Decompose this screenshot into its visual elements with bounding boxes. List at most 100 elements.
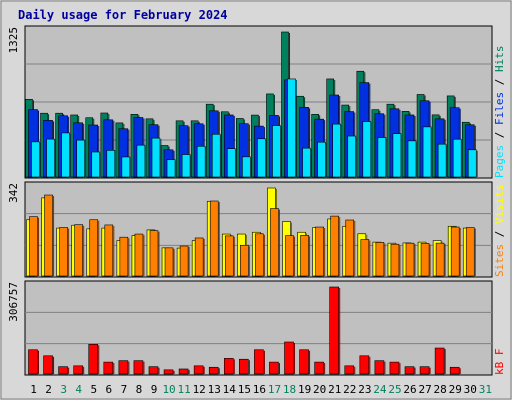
bar-kb-f bbox=[254, 349, 264, 375]
day-label: 22 bbox=[343, 383, 356, 396]
legend: kB F bbox=[493, 349, 506, 376]
day-label: 24 bbox=[373, 383, 387, 396]
day-label: 5 bbox=[90, 383, 97, 396]
bar-sites bbox=[194, 237, 204, 277]
bar-sites bbox=[255, 233, 264, 277]
day-label: 2 bbox=[45, 383, 52, 396]
y-max-label: 1325 bbox=[7, 27, 20, 54]
bar-kb-f bbox=[359, 355, 370, 375]
day-label: 30 bbox=[464, 383, 477, 396]
day-label: 16 bbox=[253, 383, 266, 396]
legend: Sites / Visits bbox=[493, 184, 506, 277]
bar-pages bbox=[46, 138, 55, 178]
bar-pages bbox=[287, 78, 296, 178]
day-label: 31 bbox=[479, 383, 492, 396]
bar-pages bbox=[61, 132, 70, 178]
day-label: 3 bbox=[60, 383, 67, 396]
bar-pages bbox=[362, 121, 372, 178]
bar-sites bbox=[405, 242, 415, 277]
bar-sites bbox=[300, 235, 309, 277]
bar-pages bbox=[31, 141, 40, 178]
day-label: 26 bbox=[403, 383, 416, 396]
bar-sites bbox=[465, 227, 475, 277]
bar-kb-f bbox=[239, 358, 249, 375]
day-label: 15 bbox=[238, 383, 251, 396]
panel-visits-sites: 342 Sites / Visits bbox=[7, 181, 506, 278]
bar-kb-f bbox=[58, 366, 68, 375]
legend: Pages / Files / Hits bbox=[493, 46, 506, 179]
day-label: 11 bbox=[178, 383, 191, 396]
bar-kb-f bbox=[73, 365, 83, 375]
bar-kb-f bbox=[389, 361, 400, 375]
day-label: 25 bbox=[388, 383, 401, 396]
day-label: 4 bbox=[75, 383, 82, 396]
legend-kb-f: kB F bbox=[493, 349, 506, 376]
bar-pages bbox=[181, 154, 191, 178]
legend-files: Files bbox=[493, 92, 506, 125]
day-label: 17 bbox=[268, 383, 281, 396]
bar-sites bbox=[29, 216, 38, 277]
day-label: 20 bbox=[313, 383, 326, 396]
bar-sites bbox=[59, 227, 68, 277]
bar-kb-f bbox=[43, 355, 53, 375]
day-label: 19 bbox=[298, 383, 311, 396]
bar-pages bbox=[151, 137, 161, 178]
bar-sites bbox=[315, 226, 324, 277]
day-label: 7 bbox=[121, 383, 128, 396]
bar-pages bbox=[121, 156, 131, 178]
bar-pages bbox=[242, 156, 251, 178]
y-max-label: 306757 bbox=[7, 282, 20, 322]
bar-pages bbox=[226, 148, 236, 178]
day-label: 8 bbox=[136, 383, 143, 396]
bar-sites bbox=[375, 242, 385, 277]
bar-kb-f bbox=[148, 366, 159, 375]
legend-hits: Hits bbox=[493, 46, 506, 73]
bar-kb-f bbox=[163, 369, 174, 375]
bar-pages bbox=[76, 139, 85, 178]
bar-pages bbox=[392, 133, 402, 178]
bar-sites bbox=[345, 219, 355, 277]
legend-separator: / bbox=[493, 72, 506, 92]
bar-pages bbox=[347, 135, 357, 178]
bar-kb-f bbox=[374, 360, 385, 375]
bar-kb-f bbox=[208, 366, 219, 375]
bar-kb-f bbox=[178, 368, 189, 375]
bar-sites bbox=[285, 235, 294, 277]
bar-sites bbox=[119, 236, 129, 277]
bar-pages bbox=[302, 147, 311, 178]
bar-pages bbox=[257, 138, 266, 178]
bar-pages bbox=[317, 141, 326, 178]
day-label: 12 bbox=[193, 383, 206, 396]
day-label: 29 bbox=[449, 383, 462, 396]
bar-sites bbox=[224, 235, 234, 277]
bar-sites bbox=[44, 194, 53, 277]
bar-pages bbox=[377, 137, 387, 178]
x-axis-labels: 1 2 3 4 5 6 7 8 9 10 11 12 13 14 15 16 17 18 19 20 21 22 23 24 2… bbox=[30, 383, 492, 396]
day-label: 9 bbox=[151, 383, 158, 396]
panel-kbytes: 306757 kB F bbox=[7, 280, 506, 376]
bar-sites bbox=[74, 224, 83, 277]
day-label: 23 bbox=[358, 383, 371, 396]
legend-separator: / bbox=[493, 224, 506, 244]
panel-hits-files-pages: 1325 Pages / Files / Hits bbox=[7, 25, 506, 179]
bar-sites bbox=[240, 244, 249, 277]
legend-separator: / bbox=[493, 125, 506, 145]
bar-kb-f bbox=[329, 286, 340, 375]
bar-sites bbox=[390, 243, 400, 277]
bar-sites bbox=[89, 219, 99, 277]
bar-sites bbox=[164, 247, 174, 277]
chart-title: Daily usage for February 2024 bbox=[18, 8, 228, 22]
day-label: 6 bbox=[106, 383, 113, 396]
bar-kb-f bbox=[299, 349, 309, 375]
day-label: 27 bbox=[418, 383, 431, 396]
bar-kb-f bbox=[193, 365, 204, 375]
bar-sites bbox=[179, 245, 189, 277]
bar-pages bbox=[437, 143, 447, 178]
bar-pages bbox=[196, 145, 206, 178]
bar-kb-f bbox=[133, 360, 144, 375]
bar-sites bbox=[104, 224, 114, 277]
bar-kb-f bbox=[118, 360, 129, 375]
